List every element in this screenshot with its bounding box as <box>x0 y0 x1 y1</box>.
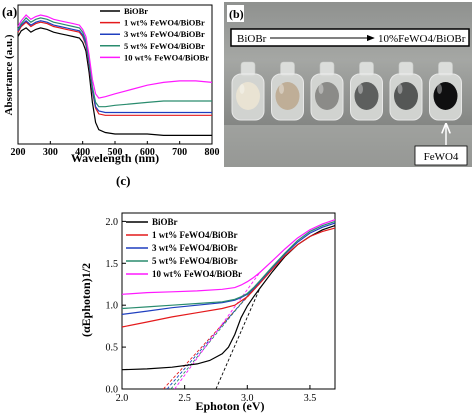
panel-c-x-tick-label: 2.0 <box>116 393 129 404</box>
panel-a-series <box>17 14 213 136</box>
panel-a-label: (a) <box>2 4 17 19</box>
panel-b-scale-right: 10%FeWO4/BiOBr <box>378 33 466 45</box>
panel-c-legend-label: 10 wt% FeWO4/BiOBr <box>152 269 242 279</box>
panel-c-series-line <box>121 219 336 295</box>
panel-a-x-ticks: 200 300 400 500 600 700 800 <box>11 141 220 158</box>
panel-c-series-line <box>121 227 336 328</box>
panel-a-x-tick-label: 500 <box>108 147 123 158</box>
panel-c: (c) 2.0 2.5 3.0 3.5 0.0 0.5 1.0 1.5 2.0 Ephoton… <box>79 173 336 413</box>
panel-a-x-tick-label: 200 <box>11 147 26 158</box>
panel-a-legend-label: BiOBr <box>124 6 148 16</box>
vial <box>310 61 344 121</box>
panel-a-x-axis-label: Wavelength (nm) <box>71 151 159 165</box>
panel-c-y-tick-label: 2.0 <box>106 217 119 228</box>
panel-c-legend-label: 1 wt% FeWO4/BiOBr <box>152 230 238 240</box>
panel-c-plot-frame <box>121 212 336 390</box>
panel-a-y-axis-label: Absortance (a.u.) <box>3 34 15 115</box>
panel-c-y-axis-label: (αEphoton)1/2 <box>79 263 93 337</box>
vial-sample <box>433 82 458 110</box>
vial-sample <box>315 82 339 110</box>
panel-c-x-tick-label: 2.5 <box>178 393 191 404</box>
vial <box>271 61 304 121</box>
panel-c-series <box>121 219 336 371</box>
panel-a-series-line <box>17 27 212 136</box>
panel-c-y-tick-label: 1.5 <box>106 259 119 270</box>
panel-a-series-line <box>17 14 213 99</box>
panel-b-label: (b) <box>229 7 244 21</box>
panel-a-legend-label: 1 wt% FeWO4/BiOBr <box>124 18 205 28</box>
panel-c-label: (c) <box>116 173 130 188</box>
panel-c-series-line <box>121 220 336 310</box>
panel-a-x-tick-label: 700 <box>172 147 187 158</box>
panel-c-tangent-line <box>163 283 261 390</box>
vial <box>231 61 265 121</box>
vial-sample <box>354 82 379 110</box>
vial-sample <box>275 82 300 110</box>
panel-c-legend-label: 3 wt% FeWO4/BiOBr <box>152 243 238 253</box>
vial <box>429 61 462 121</box>
panel-b-callout: FeWO4 <box>424 151 459 163</box>
panel-c-legend: BiOBr 1 wt% FeWO4/BiOBr 3 wt% FeWO4/BiOBr 5… <box>126 217 242 279</box>
panel-c-legend-label: BiOBr <box>152 217 178 227</box>
panel-b-label-box <box>227 5 244 22</box>
panel-c-x-tick-label: 3.5 <box>304 393 317 404</box>
panel-a-x-tick-label: 600 <box>140 147 155 158</box>
panel-c-tangent-line <box>174 272 261 390</box>
panel-c-legend-label: 5 wt% FeWO4/BiOBr <box>152 256 238 266</box>
vial-sample <box>394 82 418 110</box>
panel-c-y-tick-label: 0.5 <box>106 343 119 354</box>
panel-c-y-tick-label: 1.0 <box>106 301 119 312</box>
panel-a: (a) 200 300 400 500 600 700 800 Wavelength (nm… <box>2 4 220 165</box>
vial-sample <box>236 82 260 110</box>
panel-c-x-tick-label: 3.0 <box>241 393 254 404</box>
panel-c-x-ticks: 2.0 2.5 3.0 3.5 <box>116 385 316 404</box>
panel-a-legend-label: 10 wt% FeWO4/BiOBr <box>124 52 209 62</box>
panel-b: (b) BiOBr 10%FeWO4/BiOBr FeWO4 <box>224 2 472 167</box>
panel-a-series-line <box>17 19 212 114</box>
vial <box>389 61 423 121</box>
panel-b-scale-left: BiOBr <box>237 33 267 45</box>
panel-a-x-tick-label: 300 <box>43 147 58 158</box>
panel-a-legend-label: 5 wt% FeWO4/BiOBr <box>124 41 205 51</box>
panel-b-callout-box <box>414 145 468 166</box>
panel-b-vials <box>231 61 462 121</box>
panel-a-series-line <box>17 17 212 108</box>
panel-c-y-ticks: 0.0 0.5 1.0 1.5 2.0 <box>106 217 126 396</box>
panel-c-y-tick-label: 0.0 <box>106 385 119 396</box>
panel-a-x-tick-label: 400 <box>75 147 90 158</box>
panel-a-legend-label: 3 wt% FeWO4/BiOBr <box>124 29 205 39</box>
panel-c-x-axis-label: Ephoton (eV) <box>195 399 264 413</box>
panel-a-x-tick-label: 800 <box>205 147 220 158</box>
vial <box>350 61 383 121</box>
panel-c-tangent-line <box>215 288 261 390</box>
